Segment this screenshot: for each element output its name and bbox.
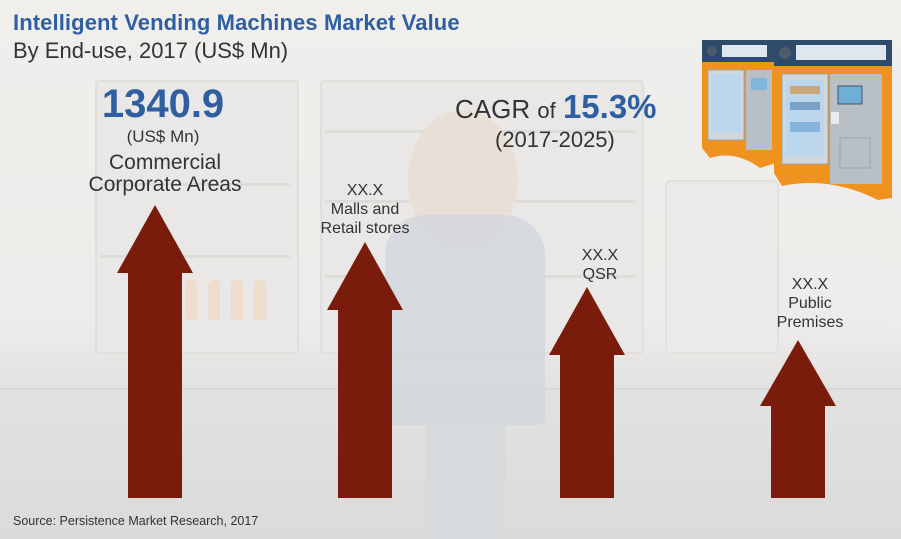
background-person-legs <box>425 420 505 539</box>
background-bottle <box>231 280 243 320</box>
arrow-bar-commercial <box>117 205 193 498</box>
background-person-body <box>385 215 545 425</box>
background-vending-machine <box>665 180 779 354</box>
vending-machine-icon <box>702 40 892 200</box>
segment-label-line2: Retail stores <box>320 220 410 237</box>
up-arrow-icon <box>549 287 625 498</box>
chart-subtitle: By End-use, 2017 (US$ Mn) <box>13 38 289 63</box>
segment-value: XX.X <box>581 247 619 264</box>
highlight-label-line1: Commercial <box>108 151 221 174</box>
cagr-period: (2017-2025) <box>495 127 615 152</box>
up-arrow-icon <box>327 242 403 498</box>
highlight-label-line2: Corporate Areas <box>88 173 242 196</box>
segment-label-line2: Premises <box>776 314 844 331</box>
segment-label-line1: Public <box>788 295 832 312</box>
vending-machine-illustration <box>700 38 895 203</box>
segment-label-line1: QSR <box>582 266 618 283</box>
highlight-label: Commercial Corporate Areas <box>50 152 280 196</box>
cagr-value: 15.3% <box>562 88 657 125</box>
segment-value: XX.X <box>791 276 829 293</box>
arrow-bar-public <box>760 340 836 498</box>
segment-label-line1: Malls and <box>330 201 400 218</box>
background-bottle <box>208 280 220 320</box>
background-bottle <box>254 280 266 320</box>
highlight-unit: (US$ Mn) <box>126 127 200 146</box>
segment-label-qsr: XX.X QSR <box>550 246 650 284</box>
up-arrow-icon <box>117 205 193 498</box>
cagr-of: of <box>537 98 556 123</box>
segment-label-public: XX.X Public Premises <box>755 275 865 332</box>
chart-title: Intelligent Vending Machines Market Valu… <box>13 10 460 35</box>
source-note: Source: Persistence Market Research, 201… <box>13 514 259 528</box>
segment-value: XX.X <box>346 182 384 199</box>
cagr-prefix: CAGR <box>455 94 531 124</box>
arrow-bar-malls <box>327 242 403 498</box>
cagr-annotation: CAGR of 15.3% <box>455 88 657 126</box>
segment-label-malls: XX.X Malls and Retail stores <box>305 181 425 238</box>
arrow-bar-qsr <box>549 287 625 498</box>
background-shelf <box>100 255 290 258</box>
highlight-value: 1340.9 <box>101 82 225 126</box>
background-shelf <box>100 183 290 186</box>
up-arrow-icon <box>760 340 836 498</box>
background-bottle <box>185 280 197 320</box>
